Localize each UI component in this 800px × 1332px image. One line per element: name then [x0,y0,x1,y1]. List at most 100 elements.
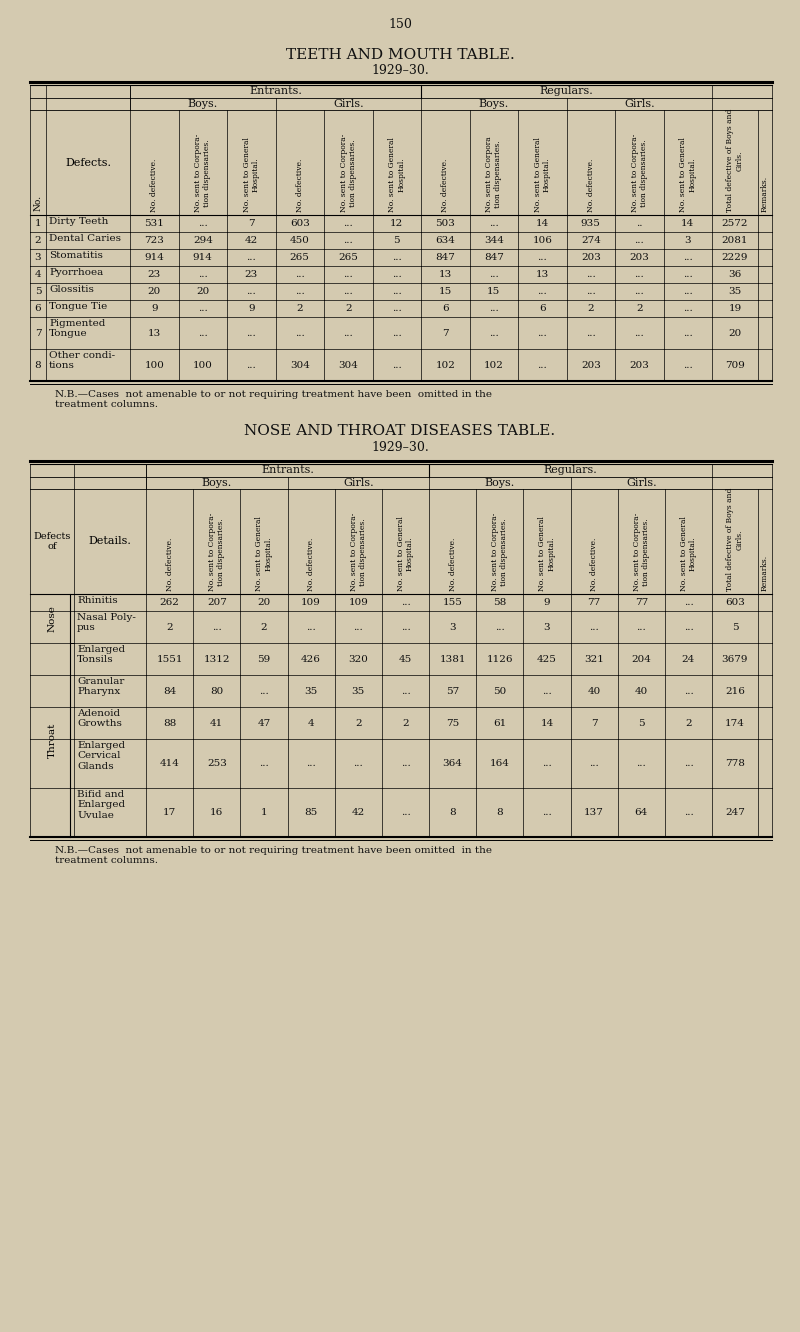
Text: 75: 75 [446,718,459,727]
Text: 45: 45 [398,654,412,663]
Text: 203: 203 [630,253,649,262]
Text: Nose: Nose [47,605,57,631]
Text: 2: 2 [355,718,362,727]
Text: 1126: 1126 [486,654,513,663]
Text: No. defective.: No. defective. [307,538,315,591]
Text: No. sent to General
Hospital.: No. sent to General Hospital. [397,515,414,591]
Text: ...: ... [306,622,316,631]
Text: Girls.: Girls. [333,99,363,109]
Text: Glossitis: Glossitis [49,285,94,294]
Text: 35: 35 [352,686,365,695]
Text: ...: ... [306,759,316,769]
Text: 778: 778 [725,759,745,769]
Text: 2: 2 [587,304,594,313]
Text: 16: 16 [210,809,223,817]
Text: ...: ... [586,270,596,278]
Text: 58: 58 [493,598,506,607]
Text: ...: ... [401,809,410,817]
Text: ...: ... [212,622,222,631]
Text: Boys.: Boys. [188,99,218,109]
Text: 265: 265 [290,253,310,262]
Text: ...: ... [590,759,599,769]
Text: 9: 9 [544,598,550,607]
Text: 77: 77 [587,598,601,607]
Text: 3: 3 [34,253,42,262]
Text: Girls.: Girls. [624,99,654,109]
Text: 6: 6 [34,304,42,313]
Text: Throat: Throat [47,722,57,758]
Text: 2: 2 [685,718,692,727]
Text: ...: ... [392,361,402,369]
Text: 50: 50 [493,686,506,695]
Text: 1551: 1551 [156,654,183,663]
Text: 935: 935 [581,218,601,228]
Text: 57: 57 [446,686,459,695]
Text: 8: 8 [34,361,42,369]
Text: 13: 13 [148,329,161,337]
Text: 723: 723 [144,236,164,245]
Text: 5: 5 [732,622,738,631]
Text: 23: 23 [148,270,161,278]
Text: 320: 320 [348,654,368,663]
Text: ...: ... [489,270,498,278]
Text: 531: 531 [144,218,164,228]
Text: N.B.—Cases  not amenable to or not requiring treatment have been omitted  in the: N.B.—Cases not amenable to or not requir… [55,846,492,866]
Text: Defects.: Defects. [65,157,111,168]
Text: 77: 77 [634,598,648,607]
Text: 47: 47 [258,718,270,727]
Text: 503: 503 [435,218,455,228]
Text: 42: 42 [352,809,365,817]
Text: ...: ... [295,329,305,337]
Text: 15: 15 [438,286,452,296]
Text: 9: 9 [248,304,254,313]
Text: Pyorrhoea: Pyorrhoea [49,268,103,277]
Text: ...: ... [538,286,547,296]
Text: Details.: Details. [89,537,131,546]
Text: Entrants.: Entrants. [261,465,314,476]
Text: ...: ... [198,304,208,313]
Text: ...: ... [636,759,646,769]
Text: 5: 5 [34,286,42,296]
Text: ...: ... [246,329,256,337]
Text: Total defective of Boys and
Girls.: Total defective of Boys and Girls. [726,109,744,212]
Text: Remarks.: Remarks. [761,176,769,212]
Text: 12: 12 [390,218,403,228]
Text: No. sent to Corpora-
tion dispensaries.: No. sent to Corpora- tion dispensaries. [208,513,226,591]
Text: No. sent to Corpora-
tion dispensaries.: No. sent to Corpora- tion dispensaries. [491,513,508,591]
Text: ...: ... [683,598,694,607]
Text: ...: ... [392,286,402,296]
Text: 6: 6 [539,304,546,313]
Text: ...: ... [542,809,552,817]
Text: ...: ... [495,622,505,631]
Text: Regulars.: Regulars. [544,465,598,476]
Text: 20: 20 [196,286,210,296]
Text: ...: ... [401,598,410,607]
Text: ..: .. [636,218,642,228]
Text: ...: ... [354,759,363,769]
Text: ...: ... [683,809,694,817]
Text: 5: 5 [638,718,645,727]
Text: Boys.: Boys. [202,478,232,488]
Text: No. defective.: No. defective. [442,159,450,212]
Text: ...: ... [683,253,693,262]
Text: Regulars.: Regulars. [540,87,594,96]
Text: No. sent to General
Hospital.: No. sent to General Hospital. [538,515,555,591]
Text: 80: 80 [210,686,223,695]
Text: 603: 603 [725,598,745,607]
Text: Girls.: Girls. [626,478,657,488]
Text: NOSE AND THROAT DISEASES TABLE.: NOSE AND THROAT DISEASES TABLE. [245,424,555,438]
Text: 425: 425 [537,654,557,663]
Text: 19: 19 [728,304,742,313]
Text: 2: 2 [297,304,303,313]
Text: 42: 42 [245,236,258,245]
Text: 2: 2 [261,622,267,631]
Text: 84: 84 [163,686,176,695]
Text: 174: 174 [725,718,745,727]
Text: Total defective of Boys and
Girls.: Total defective of Boys and Girls. [726,488,743,591]
Text: ...: ... [683,759,694,769]
Text: ...: ... [683,270,693,278]
Text: 709: 709 [725,361,745,369]
Text: ...: ... [542,686,552,695]
Text: 914: 914 [144,253,164,262]
Text: 35: 35 [728,286,742,296]
